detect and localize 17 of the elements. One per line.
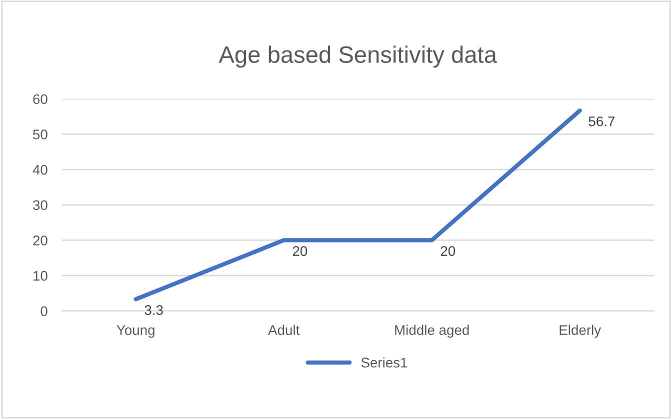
y-tick-label: 40 bbox=[32, 164, 48, 175]
y-tick-label: 50 bbox=[33, 130, 48, 140]
y-tick-label: 0 bbox=[40, 306, 48, 316]
data-label: 56.7 bbox=[588, 116, 615, 126]
legend-label: Series1 bbox=[361, 357, 408, 368]
y-tick-label: 20 bbox=[33, 236, 48, 246]
chart-title: Age based Sensitivity data bbox=[218, 46, 497, 68]
y-tick-label: 60 bbox=[33, 94, 48, 104]
x-tick-label: Adult bbox=[268, 324, 300, 335]
x-tick-label: Young bbox=[116, 325, 154, 338]
x-tick-label: Middle aged bbox=[395, 324, 469, 338]
y-tick-label: 10 bbox=[34, 270, 48, 281]
y-tick-label: 30 bbox=[33, 200, 48, 210]
data-label: 3.3 bbox=[144, 305, 163, 315]
data-label: 20 bbox=[440, 246, 456, 256]
data-label: 20 bbox=[292, 246, 308, 256]
x-tick-label: Elderly bbox=[560, 324, 602, 338]
